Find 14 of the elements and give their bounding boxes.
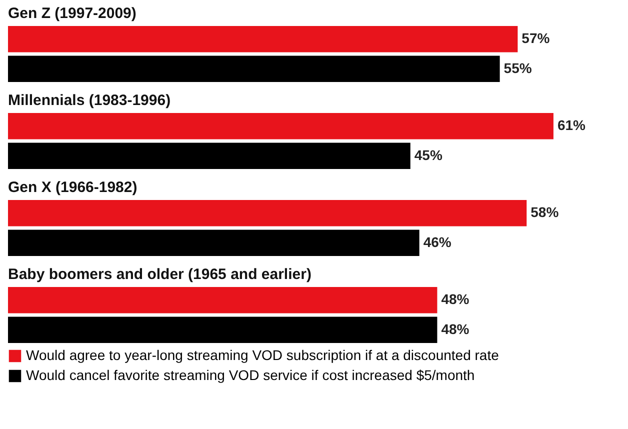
y-tick-label: Gen X (1966-1982) (8, 179, 138, 196)
data-label: 58% (530, 204, 560, 220)
data-label: 45% (414, 146, 443, 163)
data-label: 48% (441, 320, 470, 337)
legend-label: Would agree to year-long streaming VOD subscription if at a discounted rate (26, 347, 500, 363)
y-tick-label: Baby boomers and older (1965 and earlier) (8, 266, 312, 283)
legend-label: Would cancel favorite streaming VOD service if cost increased $5/month (26, 367, 475, 383)
data-label: 46% (423, 234, 452, 250)
data-label: 61% (557, 117, 586, 134)
data-label: 57% (522, 30, 550, 46)
data-label: 48% (441, 291, 470, 308)
y-tick-label: Gen Z (1997-2009) (8, 5, 136, 22)
y-tick-label: Millennials (1983-1996) (8, 92, 171, 109)
data-label: 55% (504, 60, 532, 76)
